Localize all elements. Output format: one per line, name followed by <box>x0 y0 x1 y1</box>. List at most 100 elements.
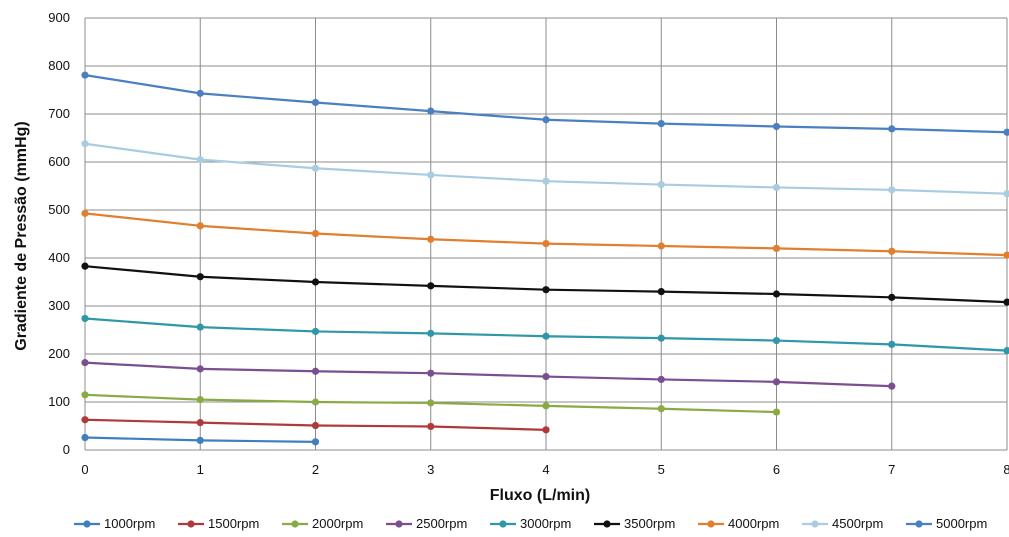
data-point <box>81 262 89 270</box>
series-line <box>84 361 892 388</box>
data-point <box>81 416 89 424</box>
legend-label: 2000rpm <box>312 516 363 531</box>
legend-label: 4500rpm <box>832 516 883 531</box>
series-2000rpm <box>81 391 781 416</box>
x-tick-label: 5 <box>658 462 665 477</box>
data-point <box>196 156 204 164</box>
x-tick-label: 1 <box>197 462 204 477</box>
data-point <box>657 180 665 189</box>
legend-swatch-marker <box>603 520 611 528</box>
data-point <box>772 122 781 131</box>
data-point <box>427 399 435 407</box>
data-point <box>772 244 781 252</box>
data-point <box>772 183 781 192</box>
legend-item: 3500rpm <box>594 516 675 531</box>
data-point <box>311 164 320 172</box>
data-point <box>196 323 204 331</box>
data-point <box>311 367 320 375</box>
legend-item: 5000rpm <box>906 516 987 531</box>
legend-swatch-marker <box>291 520 299 528</box>
x-tick-label: 2 <box>312 462 319 477</box>
data-point <box>196 89 204 97</box>
data-point <box>196 222 204 230</box>
x-tick-label: 6 <box>773 462 780 477</box>
data-point <box>1003 298 1009 306</box>
data-point <box>772 378 781 386</box>
data-point <box>657 405 665 413</box>
data-point <box>657 334 665 342</box>
data-point <box>311 278 320 286</box>
data-point <box>427 282 435 290</box>
data-point <box>542 177 550 185</box>
legend-item: 3000rpm <box>490 516 571 531</box>
legend-item: 1000rpm <box>74 516 155 531</box>
data-point <box>1003 190 1009 198</box>
data-point <box>427 329 435 337</box>
y-tick-label: 500 <box>48 202 70 217</box>
data-point <box>542 402 550 410</box>
series-4000rpm <box>81 209 1009 259</box>
legend-swatch-marker <box>187 520 195 528</box>
data-point <box>772 290 781 298</box>
data-point <box>888 340 896 348</box>
data-point <box>888 293 896 301</box>
data-point <box>542 286 550 294</box>
data-point <box>1003 128 1009 136</box>
legend-label: 5000rpm <box>936 516 987 531</box>
series-1000rpm <box>81 433 320 446</box>
legend-item: 1500rpm <box>178 516 259 531</box>
data-point <box>81 359 89 367</box>
data-point <box>888 382 896 390</box>
data-point <box>657 288 665 296</box>
data-point <box>311 438 320 446</box>
data-point <box>81 209 89 217</box>
series-1500rpm <box>81 416 550 434</box>
data-point <box>542 116 550 124</box>
data-point <box>81 391 89 399</box>
legend-label: 1500rpm <box>208 516 259 531</box>
data-point <box>311 421 320 430</box>
data-point <box>427 107 435 115</box>
x-tick-label: 0 <box>81 462 88 477</box>
data-point <box>81 433 89 442</box>
data-point <box>772 336 781 345</box>
legend-swatch-marker <box>395 520 403 528</box>
y-tick-label: 100 <box>48 394 70 409</box>
y-tick-label: 600 <box>48 154 70 169</box>
legend-item: 4500rpm <box>802 516 883 531</box>
data-point <box>427 235 435 243</box>
y-axis-title: Gradiente de Pressão (mmHg) <box>13 121 30 350</box>
data-point <box>772 408 781 416</box>
legend-item: 2500rpm <box>386 516 467 531</box>
x-tick-label: 8 <box>1003 462 1009 477</box>
y-tick-label: 300 <box>48 298 70 313</box>
y-tick-label: 200 <box>48 346 70 361</box>
x-tick-label: 4 <box>542 462 549 477</box>
y-tick-label: 400 <box>48 250 70 265</box>
series-group <box>81 71 1009 446</box>
data-point <box>311 98 320 107</box>
legend-swatch-marker <box>83 520 91 528</box>
x-tick-label: 3 <box>427 462 434 477</box>
legend-swatch-marker <box>499 520 507 528</box>
y-tick-label: 800 <box>48 58 70 73</box>
legend-swatch-marker <box>707 520 715 528</box>
legend-label: 2500rpm <box>416 516 467 531</box>
legend-label: 3500rpm <box>624 516 675 531</box>
x-axis-title: Fluxo (L/min) <box>490 487 590 504</box>
data-point <box>81 314 89 323</box>
data-point <box>888 125 896 133</box>
data-point <box>888 186 896 194</box>
series-3500rpm <box>81 262 1009 306</box>
data-point <box>1003 251 1009 259</box>
data-point <box>657 242 665 250</box>
series-3000rpm <box>81 314 1009 355</box>
data-point <box>196 396 204 404</box>
data-point <box>311 327 320 336</box>
data-point <box>427 171 435 179</box>
axes: 0 100 200 300 400 500 600 700 800 900 0 1 2 3 4 5 6 7 8 <box>48 10 1009 477</box>
series-2500rpm <box>81 359 896 390</box>
data-point <box>311 229 320 238</box>
data-point <box>196 436 204 444</box>
